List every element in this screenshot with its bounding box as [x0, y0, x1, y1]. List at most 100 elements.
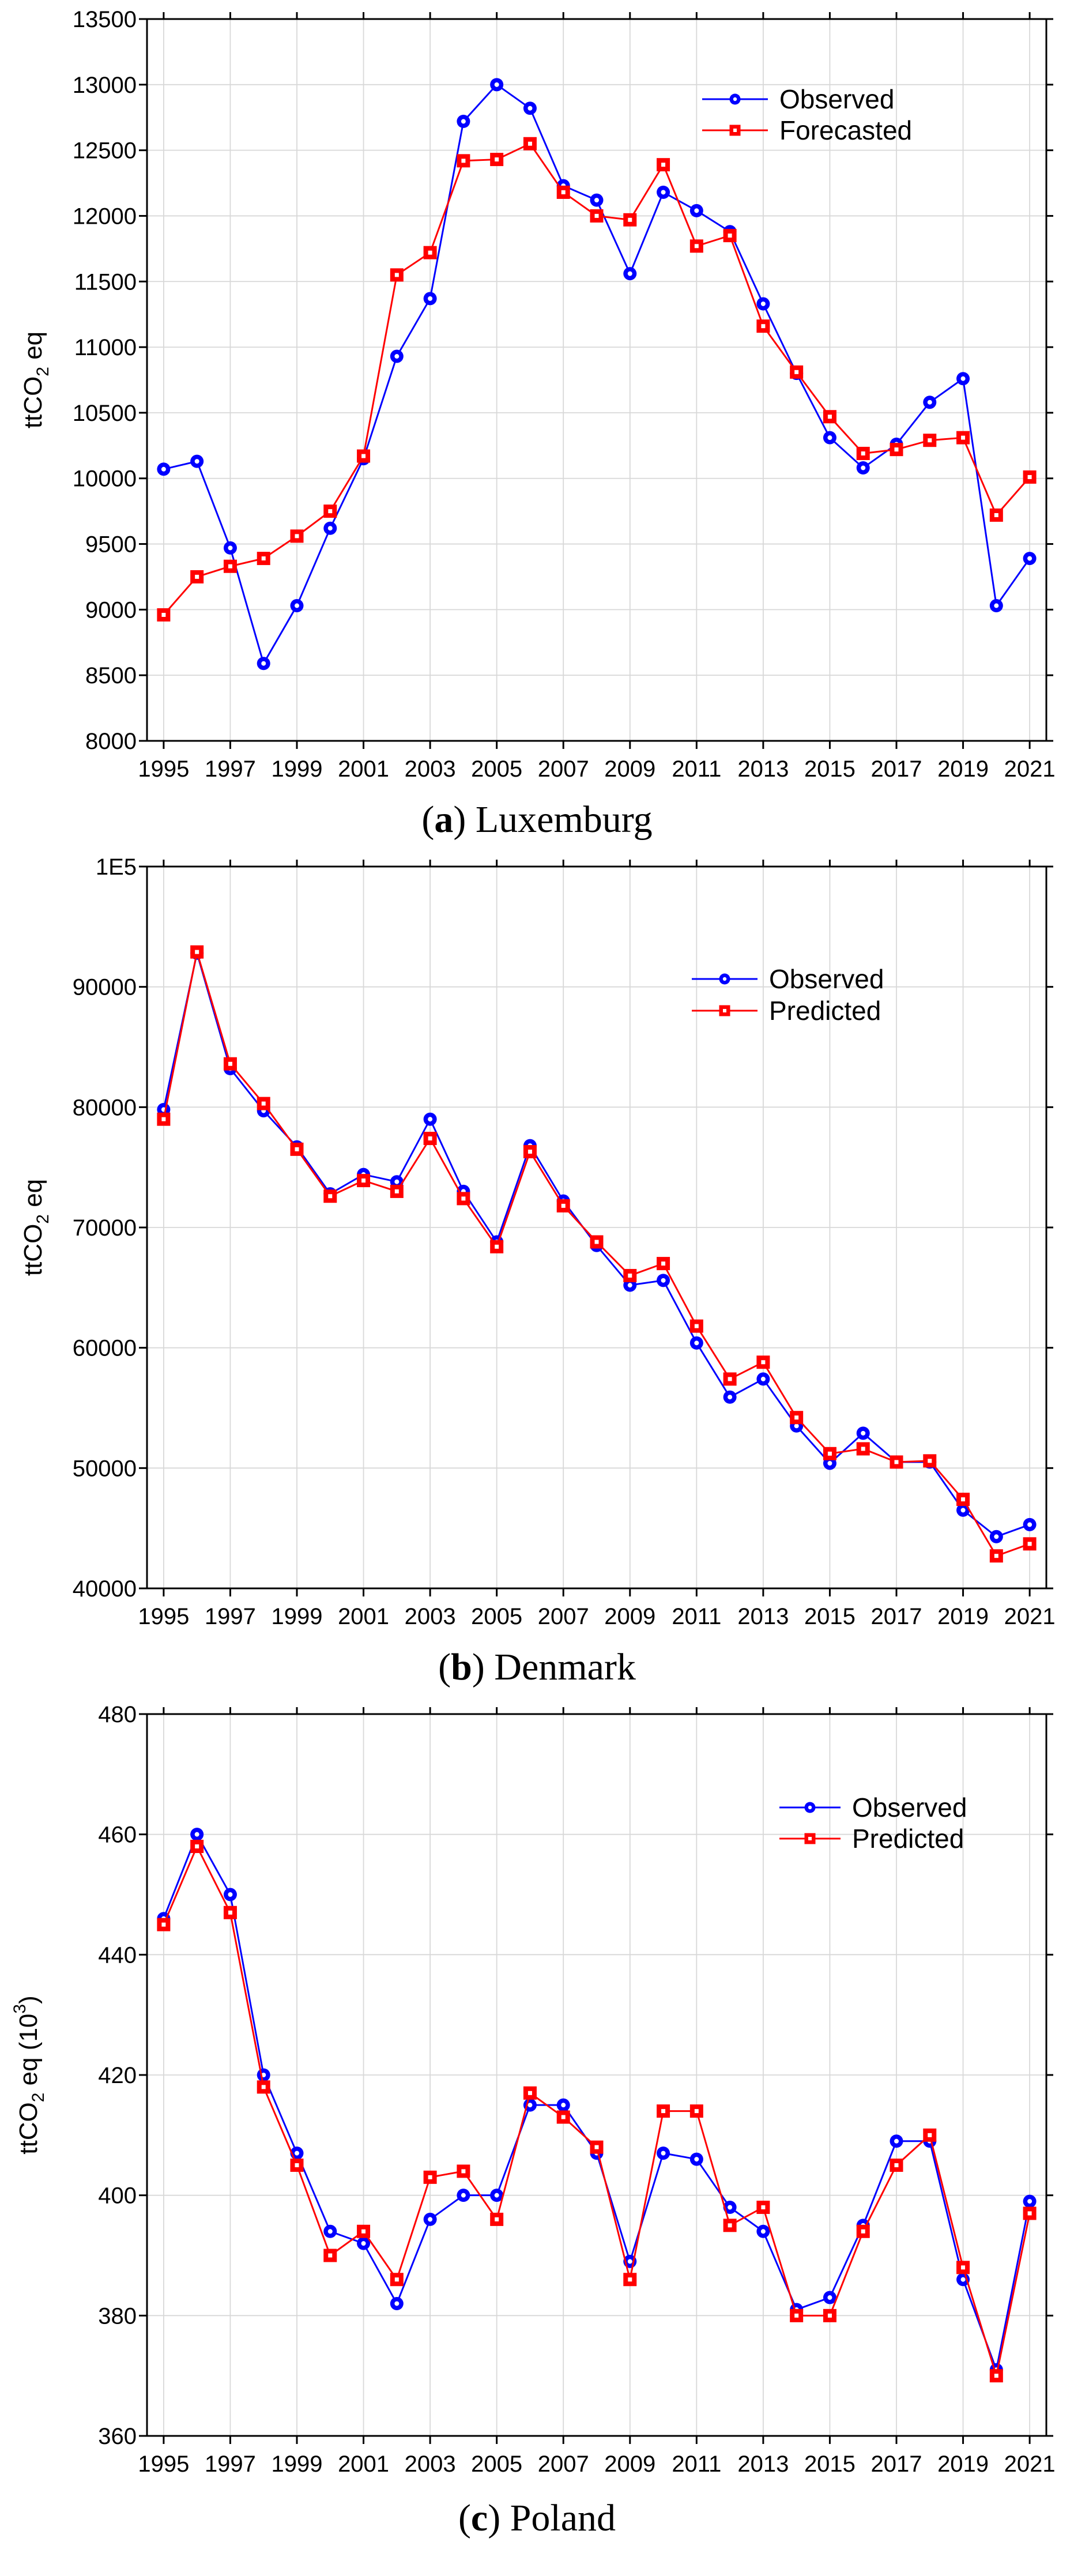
predicted-marker-hole [861, 2229, 865, 2234]
x-tick-label: 2013 [737, 756, 789, 782]
observed-marker-hole [827, 435, 832, 440]
predicted-marker-hole [628, 1273, 632, 1278]
observed-marker-hole [960, 1508, 966, 1513]
observed-marker-hole [694, 1340, 699, 1346]
observed-marker-hole [694, 2157, 699, 2162]
caption-title: ) Denmark [472, 1646, 636, 1688]
x-tick-label: 2011 [672, 1604, 721, 1629]
forecasted-marker-hole [761, 324, 766, 329]
observed-marker-hole [694, 208, 699, 213]
predicted-marker-hole [428, 1136, 432, 1141]
observed-marker-hole [627, 1283, 632, 1288]
chart-c-caption: (c) Poland [0, 2491, 1074, 2576]
predicted-marker-hole [261, 1101, 266, 1106]
observed-marker-hole [327, 526, 333, 531]
y-axis-title-segment: eq [19, 1179, 47, 1214]
x-tick-label: 1999 [272, 1604, 323, 1629]
y-tick-label: 400 [98, 2183, 137, 2209]
legend-marker-hole [723, 1009, 726, 1012]
predicted-marker-hole [994, 1554, 998, 1558]
x-tick-label: 1995 [138, 756, 189, 782]
x-tick-label: 2019 [937, 756, 989, 782]
caption-letter: b [451, 1646, 472, 1688]
x-tick-label: 1999 [272, 756, 323, 782]
y-tick-label: 13000 [73, 73, 137, 98]
y-tick-label: 12500 [73, 138, 137, 164]
observed-marker-hole [760, 2229, 766, 2234]
chart-a-caption: (a) Luxemburg [0, 796, 1074, 848]
predicted-marker-hole [894, 2163, 899, 2167]
x-tick-label: 2003 [405, 1604, 456, 1629]
x-tick-label: 2009 [604, 756, 655, 782]
predicted-marker-hole [461, 1196, 466, 1201]
y-axis-title-segment: ttCO [19, 1224, 47, 1276]
panel-denmark: 1E5 90000 80000 70000 60000 50000 40000 1995 199… [0, 848, 1074, 1695]
predicted-marker-hole [295, 2163, 299, 2167]
forecasted-marker-hole [527, 141, 532, 146]
predicted-marker-hole [461, 2169, 466, 2174]
observed-marker-hole [1027, 556, 1032, 561]
predicted-marker-hole [794, 1415, 799, 1420]
observed-marker-hole [627, 2259, 632, 2264]
observed-marker-hole [428, 2217, 433, 2222]
y-axis-title-segment: eq (10 [14, 2014, 43, 2093]
y-tick-label: 10500 [73, 401, 137, 426]
legend-label: Observed [769, 964, 884, 994]
y-tick-label: 360 [98, 2424, 137, 2449]
predicted-marker-hole [561, 2115, 566, 2119]
predicted-marker-hole [694, 1324, 699, 1328]
caption-paren: ( [421, 799, 435, 841]
predicted-marker-hole [928, 1459, 932, 1463]
observed-marker-hole [295, 603, 299, 608]
forecasted-marker-hole [928, 438, 932, 443]
chart-a-canvas: 13500 13000 12500 12000 11500 11000 10500 10000… [19, 7, 1056, 782]
x-tick-label: 2015 [804, 756, 856, 782]
x-tick-label: 2003 [405, 756, 456, 782]
legend-marker-hole [733, 129, 737, 132]
caption-title: ) Poland [488, 2497, 616, 2539]
predicted-marker-hole [361, 2229, 366, 2234]
predicted-marker-hole [1027, 2211, 1032, 2216]
forecasted-marker-hole [561, 190, 566, 194]
observed-marker-hole [1027, 2199, 1032, 2204]
forecasted-marker-hole [428, 250, 432, 255]
predicted-marker-hole [361, 1178, 366, 1183]
y-tick-label: 1E5 [96, 854, 137, 880]
y-axis-title-segment: eq [19, 332, 47, 367]
observed-marker-hole [194, 459, 199, 464]
legend-marker-hole [808, 1805, 812, 1810]
observed-marker-hole [661, 2151, 666, 2156]
observed-marker-hole [994, 603, 999, 608]
observed-marker-hole [561, 2103, 566, 2108]
forecasted-marker-hole [794, 370, 799, 374]
legend-marker-hole [733, 97, 737, 101]
x-tick-label: 2011 [672, 756, 721, 782]
y-tick-label: 10000 [73, 466, 137, 492]
y-tick-label: 12000 [73, 204, 137, 229]
observed-marker-hole [794, 1423, 799, 1429]
y-tick-label: 440 [98, 1942, 137, 1968]
y-tick-label: 9000 [85, 597, 137, 623]
predicted-marker-hole [728, 2223, 732, 2228]
observed-marker-hole [261, 661, 266, 666]
predicted-marker-hole [161, 1922, 166, 1927]
forecasted-marker-hole [628, 217, 632, 222]
forecasted-marker-hole [694, 244, 699, 248]
observed-marker-hole [661, 1278, 666, 1283]
observed-marker-hole [827, 2295, 832, 2300]
plot-border [146, 18, 1047, 742]
forecasted-marker-hole [1027, 474, 1032, 479]
forecasted-marker-hole [994, 513, 998, 517]
predicted-marker-hole [961, 1497, 966, 1502]
forecasted-marker-hole [594, 213, 599, 218]
predicted-marker-hole [161, 1117, 166, 1121]
x-tick-label: 1997 [205, 2451, 256, 2477]
x-tick-label: 1997 [205, 1604, 256, 1629]
panel-poland: 480 460 440 420 400 380 360 1995 1997 1999 2001 200… [0, 1695, 1074, 2576]
predicted-marker-hole [228, 1910, 232, 1915]
predicted-marker-hole [661, 1261, 666, 1266]
caption-title: ) Luxemburg [453, 799, 653, 841]
forecasted-marker-hole [195, 574, 199, 579]
